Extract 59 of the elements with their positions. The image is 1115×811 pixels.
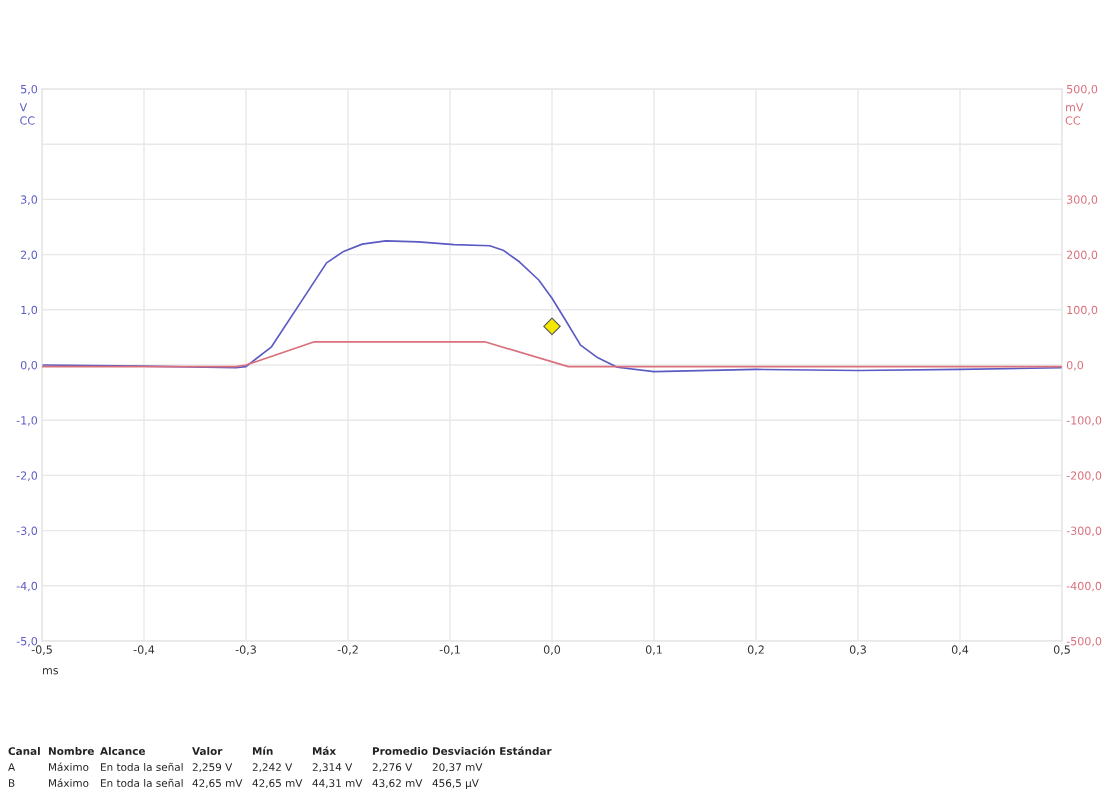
y2-tick-label: 200,0 bbox=[1066, 250, 1098, 261]
x-tick-label: 0,2 bbox=[747, 645, 764, 655]
text: Promedio bbox=[372, 746, 428, 756]
y2-tick-label: -100,0 bbox=[1066, 416, 1102, 426]
text: Máximo bbox=[49, 778, 89, 788]
text: Desviación Estándar bbox=[432, 746, 552, 756]
y-tick-label: 3,0 bbox=[21, 195, 38, 205]
text: 2,242 V bbox=[252, 763, 293, 773]
text: Máx bbox=[312, 746, 336, 756]
x-tick-label: -0,2 bbox=[337, 645, 358, 655]
text: 2,314 V bbox=[312, 763, 353, 773]
y2-tick-label: -500,0 bbox=[1066, 636, 1102, 647]
y-tick-label: 5,0 bbox=[21, 84, 38, 95]
y2-tick-label: 100,0 bbox=[1067, 305, 1098, 316]
y2-tick-label: -300,0 bbox=[1066, 526, 1102, 537]
y2-axis-title: mV CC bbox=[1065, 103, 1084, 125]
x-tick-label: -0,3 bbox=[235, 645, 256, 655]
y2-tick-label: 500,0 bbox=[1067, 84, 1098, 95]
y2-tick-label: -200,0 bbox=[1066, 471, 1102, 481]
y2-tick-label: -400,0 bbox=[1066, 581, 1102, 592]
x-tick-label: 0,4 bbox=[951, 645, 969, 655]
x-tick-label: 0,3 bbox=[849, 645, 866, 655]
x-tick-label: 0,5 bbox=[1053, 645, 1070, 655]
x-tick-label: 0,1 bbox=[645, 645, 662, 655]
text: En toda la señal bbox=[101, 778, 183, 788]
y-tick-label: 1,0 bbox=[21, 305, 38, 316]
text: Máximo bbox=[49, 762, 89, 772]
text: 2,259 V bbox=[192, 763, 233, 773]
x-tick-label: -0,5 bbox=[31, 645, 52, 655]
y-tick-label: -2,0 bbox=[16, 471, 38, 481]
y-tick-label: 2,0 bbox=[20, 250, 38, 261]
y-tick-label: -4,0 bbox=[16, 581, 38, 592]
text: 20,37 mV bbox=[432, 763, 483, 773]
text: Canal bbox=[8, 746, 40, 756]
text: 2,276 V bbox=[372, 763, 413, 773]
y-axis-title: V CC bbox=[19, 103, 35, 125]
y2-tick-label: 0,0 bbox=[1066, 360, 1084, 371]
text: 42,65 mV bbox=[252, 779, 303, 789]
line-series bbox=[42, 239, 1062, 373]
x-tick-label: 0,0 bbox=[543, 645, 561, 655]
x-tick-label: -0,4 bbox=[133, 645, 155, 655]
text: Alcance bbox=[100, 746, 145, 756]
y2-tick-label: 300,0 bbox=[1067, 195, 1098, 205]
x-axis-title: ms bbox=[43, 668, 59, 675]
y-tick-label: -1,0 bbox=[16, 416, 38, 426]
text: En toda la señal bbox=[101, 762, 183, 772]
text: 43,62 mV bbox=[372, 779, 423, 789]
text: 42,65 mV bbox=[192, 779, 243, 789]
text: B bbox=[9, 779, 15, 787]
y-tick-label: -3,0 bbox=[16, 526, 38, 537]
text: 456,5 µV bbox=[432, 779, 479, 790]
x-tick-label: -0,1 bbox=[439, 645, 460, 655]
text: 44,31 mV bbox=[312, 779, 363, 789]
y-tick-label: -5,0 bbox=[16, 636, 38, 647]
y-tick-label: 0,0 bbox=[20, 360, 38, 371]
text: Valor bbox=[192, 746, 223, 756]
text: Nombre bbox=[48, 746, 94, 756]
text: A bbox=[8, 763, 16, 771]
text: Mín bbox=[252, 746, 273, 755]
